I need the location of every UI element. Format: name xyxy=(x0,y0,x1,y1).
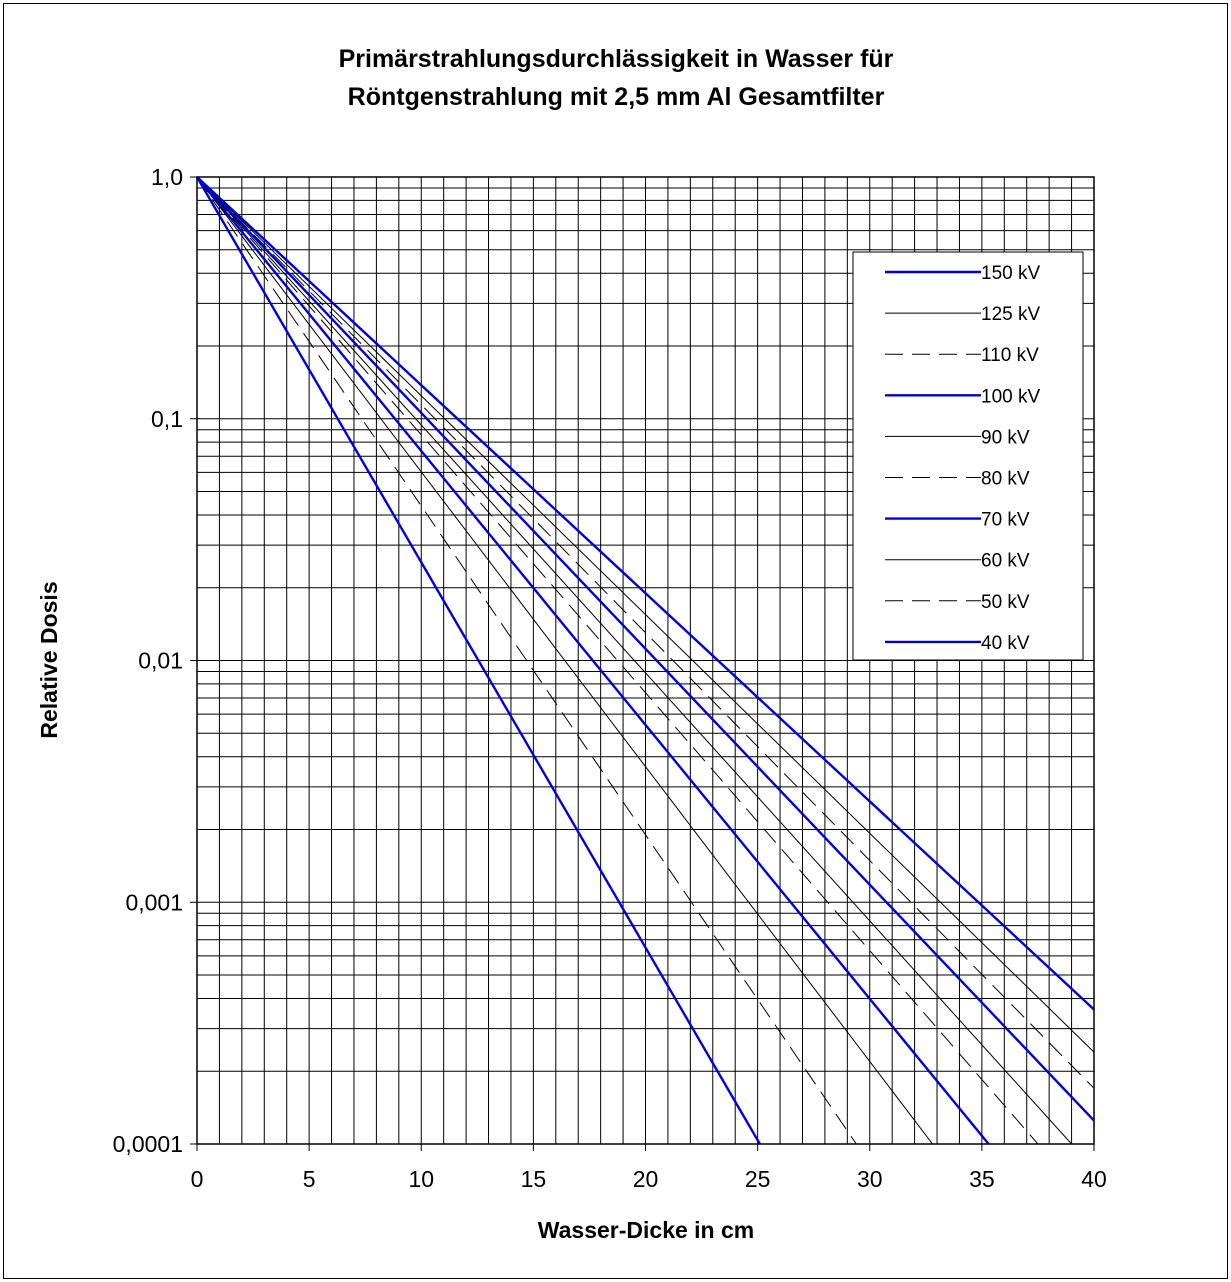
chart-title-line-2: Röntgenstrahlung mit 2,5 mm Al Gesamtfil… xyxy=(348,83,885,111)
y-tick-label: 0,001 xyxy=(125,889,183,915)
series-line-50-kv xyxy=(196,176,857,1145)
y-axis-ticks: 1,0 0,1 0,01 0,001 0,0001 xyxy=(113,164,197,1157)
x-tick-label: 40 xyxy=(1081,1166,1107,1192)
series-line-70-kv xyxy=(196,176,990,1145)
x-tick-label: 10 xyxy=(408,1166,434,1192)
legend-box xyxy=(852,251,1084,661)
chart-legend: 150 kV 125 kV 110 kV 100 kV 90 kV 80 kV 70 kV 6… xyxy=(852,251,1084,661)
series-line-40-kv xyxy=(195,176,761,1145)
series-line-110-kv xyxy=(196,176,1095,1089)
series-line-60-kv xyxy=(196,176,933,1145)
y-tick-label: 1,0 xyxy=(151,164,183,190)
legend-label: 40 kV xyxy=(981,633,1030,654)
series-line-100-kv xyxy=(196,176,1095,1122)
legend-label: 70 kV xyxy=(981,510,1030,531)
x-tick-label: 25 xyxy=(745,1166,771,1192)
y-tick-label: 0,01 xyxy=(138,648,183,674)
legend-label: 150 kV xyxy=(981,263,1040,284)
x-axis-ticks: 0 5 10 15 20 25 30 35 40 xyxy=(191,1144,1107,1192)
legend-label: 125 kV xyxy=(981,304,1040,325)
x-tick-label: 35 xyxy=(969,1166,995,1192)
series-line-90-kv xyxy=(196,176,1072,1145)
series-lines xyxy=(195,176,1095,1145)
x-tick-label: 20 xyxy=(633,1166,659,1192)
chart-title-line-1: Primärstrahlungsdurchlässigkeit in Wasse… xyxy=(339,45,894,73)
chart-title: Primärstrahlungsdurchlässigkeit in Wasse… xyxy=(339,45,894,111)
series-line-150-kv xyxy=(196,176,1095,1011)
x-tick-label: 5 xyxy=(303,1166,316,1192)
series-line-80-kv xyxy=(196,176,1039,1145)
x-tick-label: 30 xyxy=(857,1166,883,1192)
legend-label: 60 kV xyxy=(981,551,1030,572)
y-tick-label: 0,1 xyxy=(151,406,183,432)
x-tick-label: 0 xyxy=(191,1166,204,1192)
legend-label: 110 kV xyxy=(981,345,1039,366)
x-axis-title: Wasser-Dicke in cm xyxy=(538,1217,754,1243)
x-tick-label: 15 xyxy=(521,1166,547,1192)
series-line-125-kv xyxy=(196,176,1095,1053)
legend-label: 100 kV xyxy=(981,386,1040,407)
legend-label: 50 kV xyxy=(981,592,1030,613)
legend-label: 80 kV xyxy=(981,469,1030,490)
y-tick-label: 0,0001 xyxy=(113,1131,183,1157)
legend-label: 90 kV xyxy=(981,427,1030,448)
y-axis-title: Relative Dosis xyxy=(36,581,62,738)
